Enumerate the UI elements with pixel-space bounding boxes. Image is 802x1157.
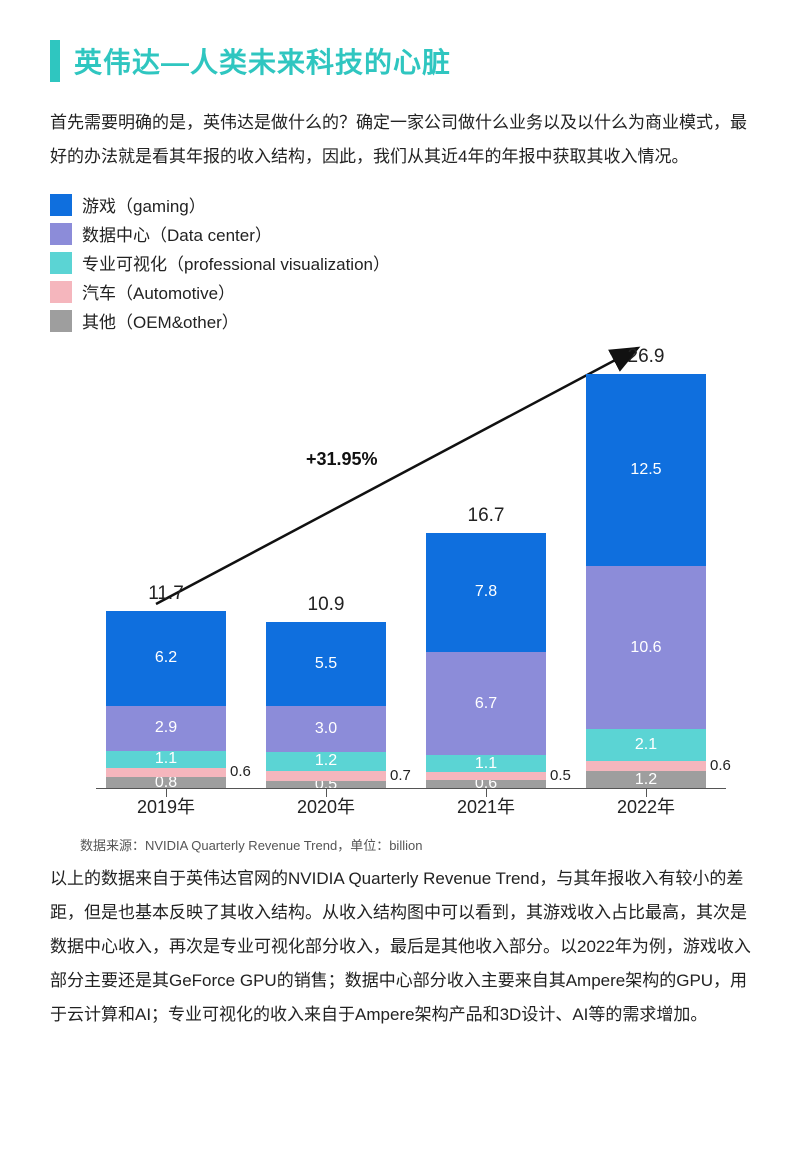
page: 英伟达—人类未来科技的心脏 首先需要明确的是，英伟达是做什么的？确定一家公司做什… <box>0 0 802 1157</box>
bar-segment-proviz: 1.1 <box>106 751 226 768</box>
growth-annotation: +31.95% <box>306 449 378 470</box>
chart-plot-area: 0.80.61.12.96.211.72019年0.50.71.23.05.51… <box>96 359 726 789</box>
x-tick <box>326 789 327 797</box>
segment-value: 12.5 <box>630 462 661 478</box>
title-block: 英伟达—人类未来科技的心脏 <box>50 40 752 82</box>
legend-item: 专业可视化（professional visualization） <box>50 250 752 275</box>
bar-segment-datacenter: 6.7 <box>426 652 546 755</box>
segment-value: 1.1 <box>155 751 177 767</box>
bar-segment-gaming: 12.5 <box>586 374 706 566</box>
legend-swatch <box>50 223 72 245</box>
intro-paragraph: 首先需要明确的是，英伟达是做什么的？确定一家公司做什么业务以及以什么为商业模式，… <box>50 106 752 174</box>
bar-segment-gaming: 6.2 <box>106 611 226 706</box>
bar-total-label: 26.9 <box>586 346 706 368</box>
legend-item: 汽车（Automotive） <box>50 279 752 304</box>
bar-segment-proviz: 1.1 <box>426 755 546 772</box>
segment-value: 1.2 <box>635 772 657 788</box>
stacked-bar-chart: 0.80.61.12.96.211.72019年0.50.71.23.05.51… <box>56 339 746 829</box>
bar-total-label: 11.7 <box>106 583 226 605</box>
legend-item: 其他（OEM&other） <box>50 308 752 333</box>
bar-segment-datacenter: 2.9 <box>106 706 226 751</box>
x-tick <box>486 789 487 797</box>
segment-value: 6.2 <box>155 650 177 666</box>
legend-label: 其他（OEM&other） <box>82 308 239 333</box>
chart-legend: 游戏（gaming） 数据中心（Data center） 专业可视化（profess… <box>50 192 752 333</box>
bar-segment-automotive <box>426 772 546 780</box>
x-tick <box>646 789 647 797</box>
bar-segment-automotive <box>586 761 706 770</box>
segment-value: 7.8 <box>475 584 497 600</box>
bar-segment-proviz: 2.1 <box>586 729 706 761</box>
legend-swatch <box>50 194 72 216</box>
legend-swatch <box>50 310 72 332</box>
segment-value: 2.9 <box>155 720 177 736</box>
legend-label: 专业可视化（professional visualization） <box>82 250 390 275</box>
bar-segment-datacenter: 10.6 <box>586 566 706 729</box>
segment-value-side: 0.5 <box>550 767 571 784</box>
bar-segment-automotive <box>106 768 226 777</box>
legend-label: 汽车（Automotive） <box>82 279 235 304</box>
title-accent-bar <box>50 40 60 82</box>
legend-swatch <box>50 252 72 274</box>
legend-item: 数据中心（Data center） <box>50 221 752 246</box>
bar-total-label: 10.9 <box>266 594 386 616</box>
legend-swatch <box>50 281 72 303</box>
data-source-caption: 数据来源：NVIDIA Quarterly Revenue Trend，单位：b… <box>80 835 752 854</box>
segment-value: 1.2 <box>315 753 337 769</box>
segment-value: 2.1 <box>635 737 657 753</box>
legend-item: 游戏（gaming） <box>50 192 752 217</box>
bar-segment-proviz: 1.2 <box>266 752 386 770</box>
segment-value-side: 0.6 <box>230 763 251 780</box>
segment-value-side: 0.6 <box>710 757 731 774</box>
legend-label: 游戏（gaming） <box>82 192 206 217</box>
segment-value-side: 0.7 <box>390 767 411 784</box>
segment-value: 3.0 <box>315 721 337 737</box>
segment-value: 6.7 <box>475 696 497 712</box>
page-title: 英伟达—人类未来科技的心脏 <box>74 41 451 81</box>
bar-segment-datacenter: 3.0 <box>266 706 386 752</box>
bar-segment-gaming: 7.8 <box>426 533 546 653</box>
x-axis-line <box>96 788 726 790</box>
legend-label: 数据中心（Data center） <box>82 221 272 246</box>
bar-segment-gaming: 5.5 <box>266 622 386 706</box>
bar-segment-other: 1.2 <box>586 771 706 789</box>
segment-value: 1.1 <box>475 756 497 772</box>
bar-segment-automotive <box>266 771 386 782</box>
bar-total-label: 16.7 <box>426 505 546 527</box>
analysis-paragraph: 以上的数据来自于英伟达官网的NVIDIA Quarterly Revenue T… <box>50 862 752 1032</box>
segment-value: 10.6 <box>630 640 661 656</box>
x-tick <box>166 789 167 797</box>
segment-value: 5.5 <box>315 656 337 672</box>
